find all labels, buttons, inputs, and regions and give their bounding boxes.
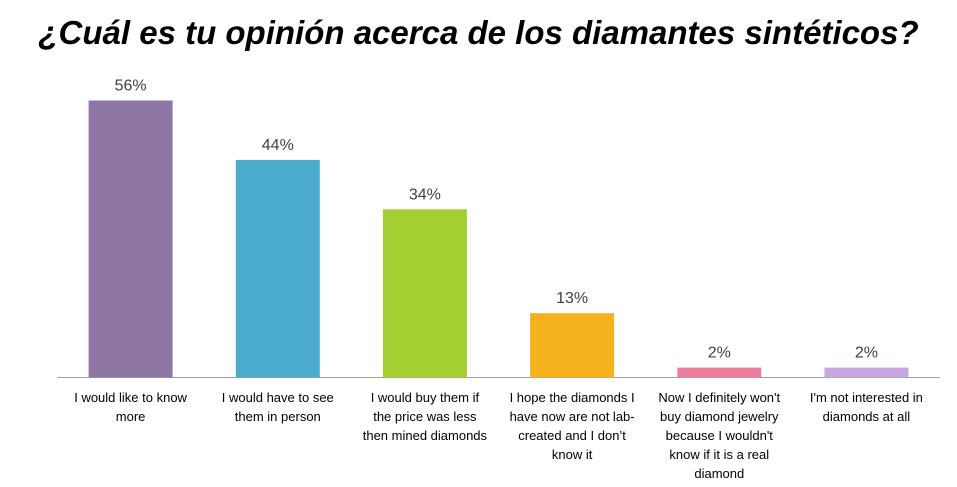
value-label-5: 2% — [708, 345, 731, 362]
bar-6 — [824, 367, 909, 378]
category-label-5: Now I definitely won't buy diamond jewel… — [658, 390, 781, 481]
value-label-3: 34% — [409, 186, 441, 203]
category-label-4: I hope the diamonds I have now are not l… — [509, 390, 635, 462]
value-label-6: 2% — [855, 345, 878, 362]
bar-5 — [677, 367, 762, 378]
bar-2 — [235, 159, 320, 378]
bar-4 — [530, 313, 615, 378]
bar-3 — [382, 209, 467, 378]
category-label-1: I would like to know more — [74, 390, 187, 424]
value-label-2: 44% — [262, 137, 294, 154]
bar-1 — [88, 100, 173, 378]
category-label-6: I'm not interested in diamonds at all — [809, 390, 923, 424]
chart-title: ¿Cuál es tu opinión acerca de los diaman… — [38, 14, 919, 51]
value-label-4: 13% — [556, 290, 588, 307]
category-label-2: I would have to see them in person — [221, 390, 334, 424]
category-label-3: I would buy them if the price was less t… — [362, 390, 488, 443]
value-label-1: 56% — [115, 78, 147, 95]
